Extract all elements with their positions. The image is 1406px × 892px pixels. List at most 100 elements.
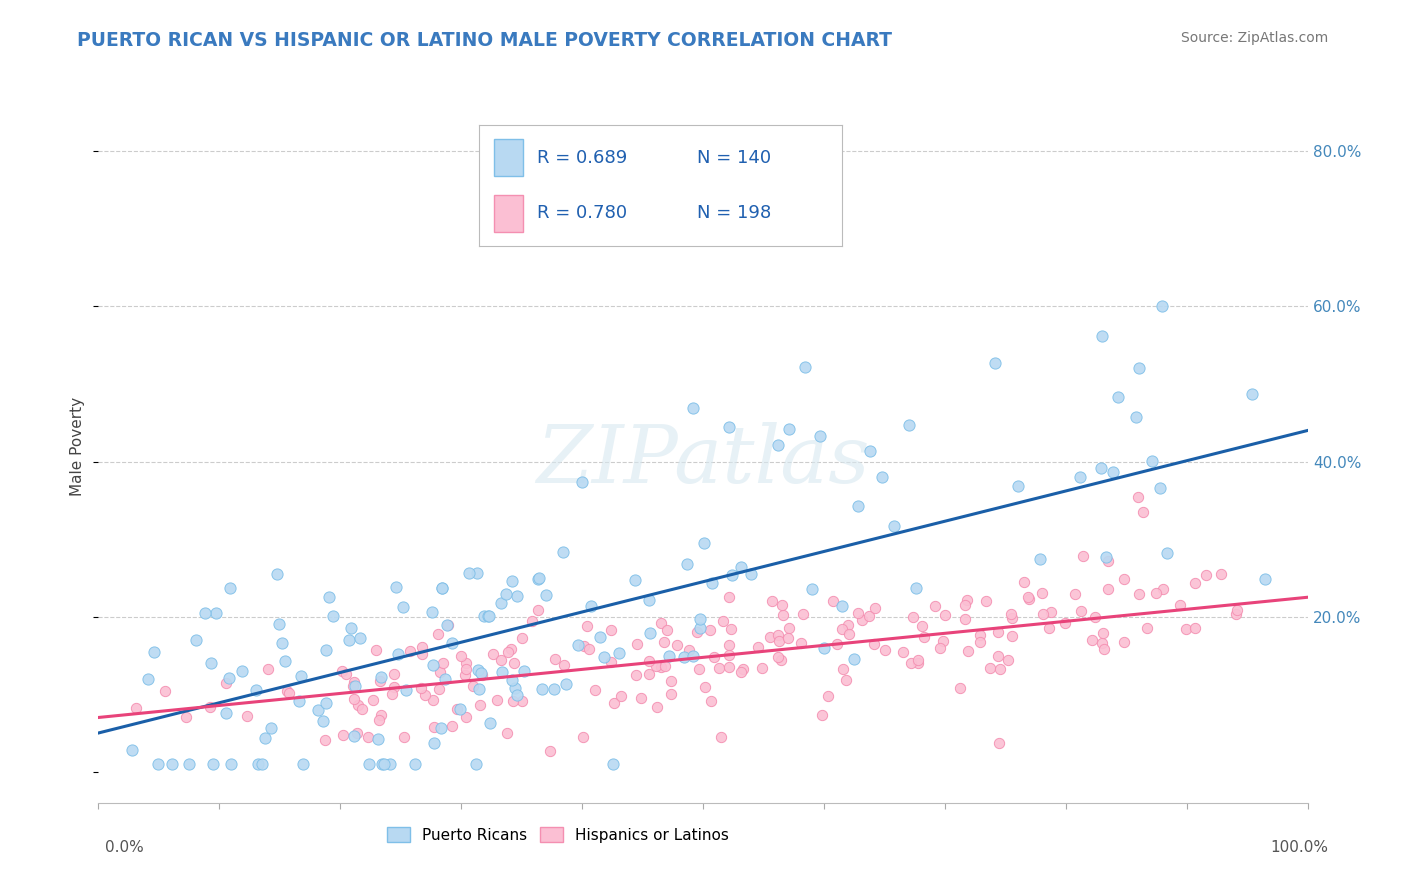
Text: 0.0%: 0.0%	[105, 840, 145, 855]
Point	[652, 635, 675, 649]
Point	[974, 594, 997, 608]
Point	[770, 652, 793, 666]
Point	[1070, 604, 1092, 618]
Point	[121, 743, 143, 757]
Point	[730, 559, 752, 574]
Point	[1095, 549, 1118, 564]
Point	[1112, 634, 1135, 648]
Point	[1071, 549, 1094, 563]
Point	[422, 605, 444, 619]
Point	[491, 596, 513, 610]
Point	[1040, 605, 1063, 619]
Point	[956, 593, 979, 607]
Point	[357, 757, 380, 772]
Point	[205, 606, 228, 620]
Point	[1091, 329, 1114, 343]
Point	[1032, 607, 1054, 621]
Point	[637, 654, 659, 668]
Point	[456, 661, 478, 675]
Point	[387, 648, 409, 662]
Point	[730, 665, 752, 679]
Point	[253, 731, 276, 746]
Point	[456, 656, 478, 670]
Point	[1175, 622, 1198, 636]
Point	[446, 702, 468, 716]
Point	[1140, 454, 1163, 468]
Point	[315, 696, 337, 710]
Point	[910, 619, 932, 633]
Point	[710, 731, 733, 745]
Point	[650, 660, 672, 674]
Point	[1132, 505, 1154, 519]
Point	[821, 593, 844, 607]
Point	[312, 714, 335, 729]
Point	[194, 606, 217, 620]
Point	[1001, 629, 1024, 643]
Point	[654, 658, 676, 673]
Point	[538, 744, 561, 758]
Point	[693, 535, 716, 549]
Point	[1083, 610, 1105, 624]
Point	[870, 470, 893, 484]
Point	[520, 614, 543, 628]
Point	[1128, 361, 1150, 376]
Point	[554, 677, 576, 691]
Point	[693, 680, 716, 694]
Point	[747, 640, 769, 655]
Point	[384, 580, 406, 594]
Point	[768, 633, 790, 648]
Point	[368, 674, 391, 689]
Point	[422, 658, 444, 673]
Point	[1097, 582, 1119, 596]
Point	[645, 659, 668, 673]
Point	[1128, 587, 1150, 601]
Point	[427, 626, 450, 640]
Point	[1136, 621, 1159, 635]
Point	[575, 619, 598, 633]
Point	[136, 673, 159, 687]
Point	[720, 622, 742, 636]
Point	[1114, 572, 1136, 586]
Point	[609, 689, 631, 703]
Point	[717, 660, 740, 674]
Point	[583, 683, 606, 698]
Point	[800, 582, 823, 596]
Point	[733, 662, 755, 676]
Point	[277, 686, 299, 700]
Point	[527, 571, 550, 585]
Point	[498, 645, 520, 659]
Point	[246, 757, 269, 772]
Point	[984, 356, 1007, 370]
Point	[422, 736, 444, 750]
Point	[1152, 582, 1174, 597]
Point	[1031, 586, 1053, 600]
Point	[988, 736, 1011, 750]
Point	[423, 720, 446, 734]
Point	[544, 652, 567, 666]
Point	[413, 688, 436, 702]
Point	[510, 694, 533, 708]
Point	[496, 725, 519, 739]
Point	[997, 653, 1019, 667]
Point	[1225, 607, 1247, 621]
Point	[1168, 598, 1191, 612]
Point	[825, 637, 848, 651]
Point	[236, 708, 259, 723]
Point	[1081, 633, 1104, 648]
Point	[1014, 574, 1036, 589]
Point	[761, 593, 783, 607]
Point	[666, 638, 689, 652]
Point	[506, 688, 529, 702]
Point	[202, 757, 225, 772]
Point	[124, 700, 146, 714]
Point	[707, 661, 730, 675]
Point	[350, 702, 373, 716]
Point	[1107, 391, 1129, 405]
Point	[499, 641, 522, 656]
Point	[430, 582, 453, 596]
Point	[382, 681, 405, 695]
Point	[266, 566, 288, 581]
Point	[530, 681, 553, 696]
Point	[676, 557, 699, 571]
Point	[260, 721, 283, 735]
